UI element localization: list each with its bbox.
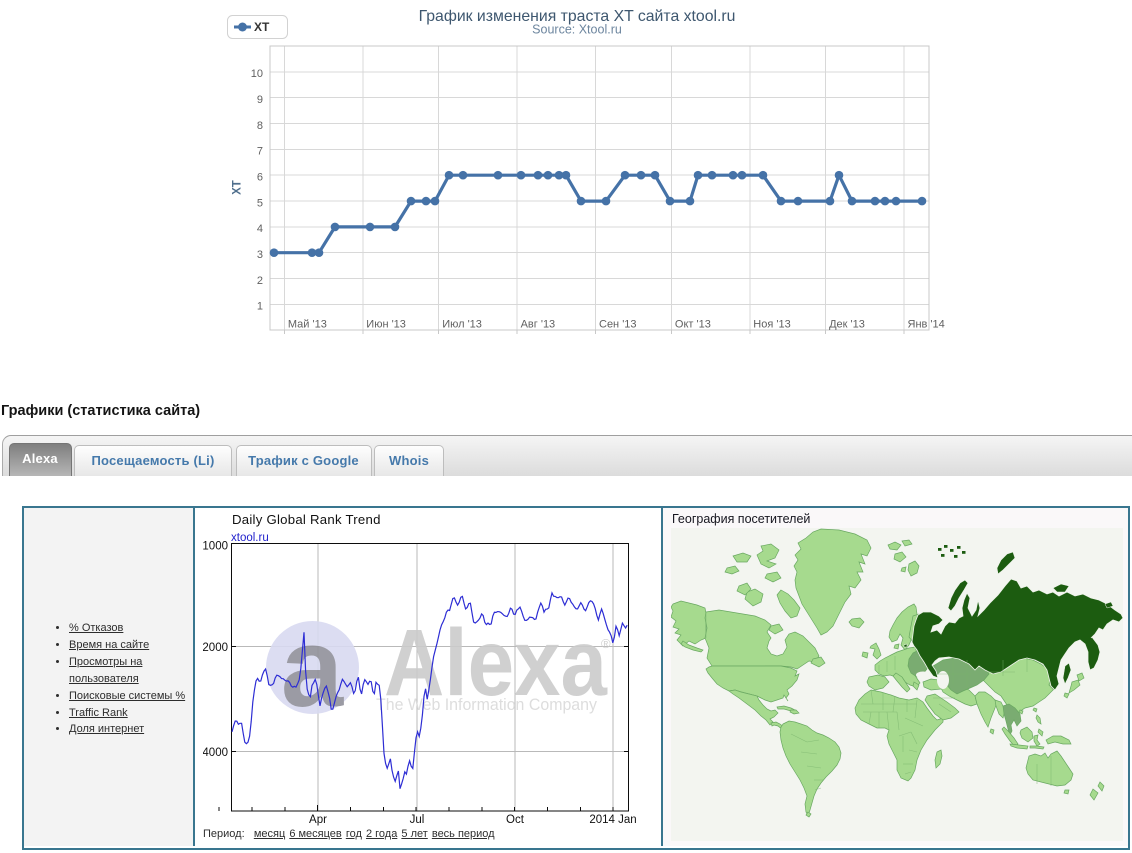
svg-text:4: 4	[257, 223, 263, 235]
svg-text:2: 2	[257, 275, 263, 287]
svg-text:Ноя '13: Ноя '13	[753, 319, 790, 331]
svg-text:3: 3	[257, 249, 263, 261]
svg-text:2000: 2000	[203, 642, 228, 654]
svg-text:Дек '13: Дек '13	[829, 319, 865, 331]
svg-text:График изменения траста XT сай: График изменения траста XT сайта xtool.r…	[419, 8, 736, 25]
svg-text:Сен '13: Сен '13	[599, 319, 637, 331]
svg-text:Daily Global Rank Trend: Daily Global Rank Trend	[232, 512, 381, 527]
svg-text:1000: 1000	[203, 541, 228, 553]
svg-text:6: 6	[257, 172, 263, 184]
svg-text:Alexa: Alexa	[384, 610, 608, 716]
svg-text:The Web Information Company: The Web Information Company	[376, 696, 598, 714]
svg-text:10: 10	[251, 68, 263, 80]
svg-text:XT: XT	[254, 20, 270, 34]
svg-text:7: 7	[257, 146, 263, 158]
svg-text:xtool.ru: xtool.ru	[231, 532, 269, 544]
svg-text:Июл '13: Июл '13	[442, 319, 482, 331]
svg-text:Jul: Jul	[410, 814, 425, 826]
svg-text:Янв '14: Янв '14	[908, 319, 945, 331]
svg-text:2014 Jan: 2014 Jan	[589, 814, 636, 826]
svg-text:Июн '13: Июн '13	[366, 319, 406, 331]
svg-text:Май '13: Май '13	[288, 319, 327, 331]
svg-text:1: 1	[257, 301, 263, 313]
svg-text:8: 8	[257, 120, 263, 132]
svg-text:®: ®	[601, 636, 611, 651]
svg-text:Source: Xtool.ru: Source: Xtool.ru	[532, 23, 622, 37]
svg-text:5: 5	[257, 197, 263, 209]
svg-text:a: a	[281, 605, 344, 730]
svg-text:9: 9	[257, 94, 263, 106]
svg-text:Apr: Apr	[309, 814, 327, 826]
svg-text:Окт '13: Окт '13	[675, 319, 711, 331]
svg-text:Авг '13: Авг '13	[521, 319, 556, 331]
svg-text:4000: 4000	[203, 747, 228, 759]
svg-text:XT: XT	[232, 180, 244, 195]
svg-text:Oct: Oct	[506, 814, 525, 826]
